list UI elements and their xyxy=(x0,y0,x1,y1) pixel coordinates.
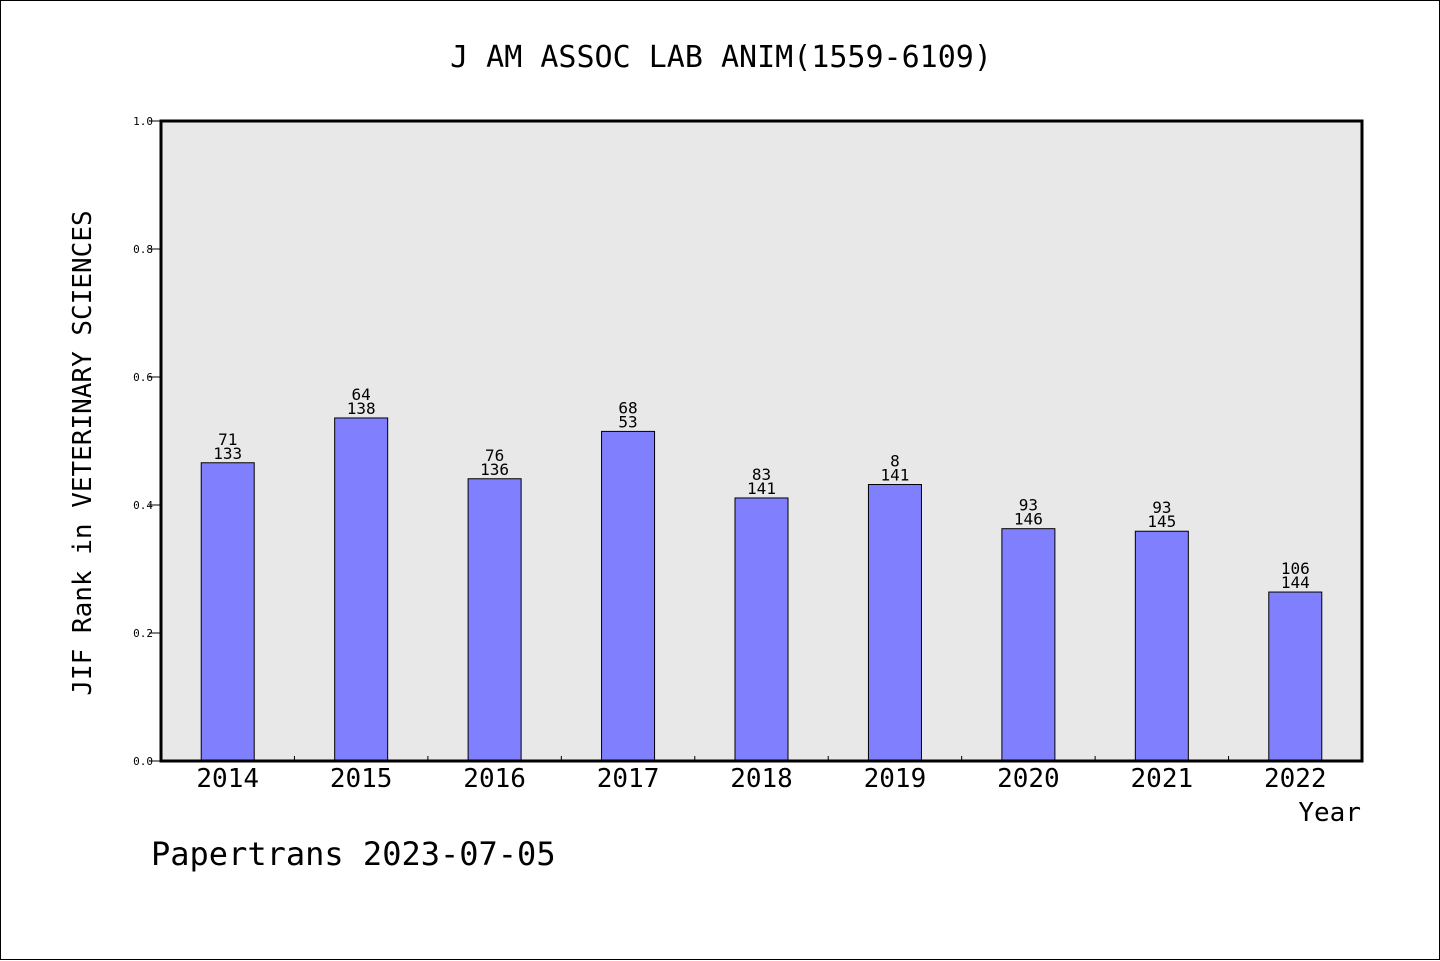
bar-label-rank-2015: 64 xyxy=(352,385,371,404)
bar-label-total-2014: 133 xyxy=(213,444,242,463)
x-tick-label-2018: 2018 xyxy=(730,764,793,794)
y-tick-label-1.0: 1.0 xyxy=(133,115,153,128)
bar-label-rank-2016: 76 xyxy=(485,446,504,465)
bar-2017 xyxy=(601,430,656,762)
footer-text: Papertrans 2023-07-05 xyxy=(151,835,556,873)
bar-label-total-2019: 141 xyxy=(880,466,909,485)
y-tick-label-0.2: 0.2 xyxy=(133,627,153,640)
x-tick-label-2022: 2022 xyxy=(1264,764,1327,794)
bar-label-rank-2017: 68 xyxy=(618,398,637,417)
bar-label-rank-2022: 106 xyxy=(1281,559,1310,578)
bar-label-total-2020: 146 xyxy=(1014,510,1043,529)
x-tick-label-2014: 2014 xyxy=(196,764,259,794)
bar-2014 xyxy=(200,462,255,762)
bar-label-total-2022: 144 xyxy=(1281,573,1310,592)
x-axis: 2014 2015 2016 2017 2018 2019 2020 2021 2022 xyxy=(196,756,1327,794)
y-tick-label-0.6: 0.6 xyxy=(133,371,153,384)
bar-label-rank-2020: 93 xyxy=(1019,496,1038,515)
x-tick-label-2017: 2017 xyxy=(597,764,660,794)
y-tick-label-0.0: 0.0 xyxy=(133,755,153,768)
bar-2020 xyxy=(1001,528,1056,762)
bar-label-rank-2018: 83 xyxy=(752,465,771,484)
bar-2019 xyxy=(867,484,922,762)
bar-2021 xyxy=(1134,530,1189,762)
x-tick-label-2016: 2016 xyxy=(463,764,526,794)
bar-label-rank-2019: 8 xyxy=(890,452,900,471)
bar-2015 xyxy=(334,417,389,762)
bar-label-total-2015: 138 xyxy=(347,399,376,418)
x-tick-label-2020: 2020 xyxy=(997,764,1060,794)
bar-label-total-2016: 136 xyxy=(480,460,509,479)
bar-2016 xyxy=(467,478,522,762)
y-tick-label-0.4: 0.4 xyxy=(133,499,153,512)
bar-label-total-2017: 53 xyxy=(618,412,637,431)
x-tick-label-2019: 2019 xyxy=(864,764,927,794)
x-tick-label-2021: 2021 xyxy=(1131,764,1194,794)
bars-group xyxy=(200,417,1323,762)
plot-border xyxy=(159,119,1364,763)
bar-label-total-2018: 141 xyxy=(747,479,776,498)
bar-2022 xyxy=(1268,591,1323,762)
x-tick-label-2015: 2015 xyxy=(330,764,393,794)
chart-title: J AM ASSOC LAB ANIM(1559-6109) xyxy=(450,40,992,75)
y-tick-label-0.8: 0.8 xyxy=(133,243,153,256)
bar-label-rank-2021: 93 xyxy=(1152,498,1171,517)
y-axis: 0.0 0.2 0.4 0.6 0.8 1.0 xyxy=(133,115,161,768)
y-axis-label: JIF Rank in VETERINARY SCIENCES xyxy=(68,210,98,695)
bar-label-rank-2014: 71 xyxy=(218,430,237,449)
bar-2018 xyxy=(734,497,789,762)
data-labels-group: 7113364138761366853831418141931469314510… xyxy=(213,385,1309,592)
x-axis-label: Year xyxy=(1298,798,1361,828)
bar-label-total-2021: 145 xyxy=(1147,512,1176,531)
